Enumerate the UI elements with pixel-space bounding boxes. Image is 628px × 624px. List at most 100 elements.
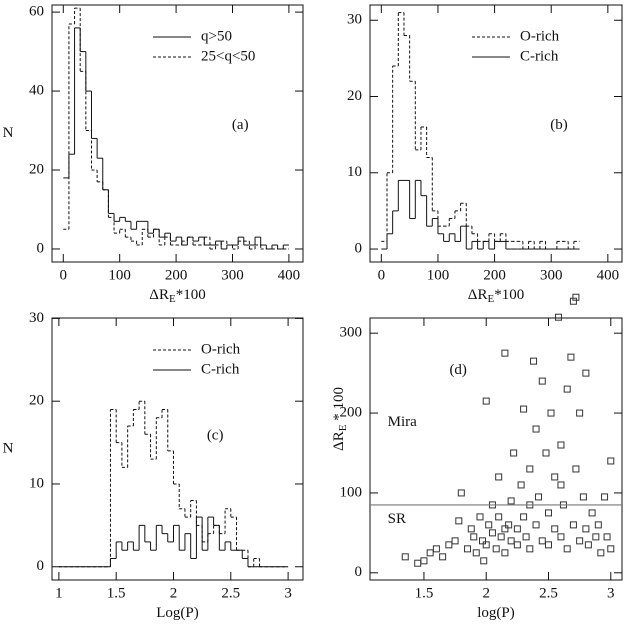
axis-label-part: *100 <box>176 287 206 303</box>
plot-frame <box>51 317 304 581</box>
scatter-point <box>547 409 555 417</box>
scatter-point <box>501 525 509 533</box>
x-tick-label: 0 <box>378 267 386 283</box>
x-tick-label: 400 <box>278 267 301 283</box>
panel-label: (c) <box>207 427 224 443</box>
x-tick-label: 3 <box>284 585 292 601</box>
y-tick-label: 20 <box>347 88 362 104</box>
scatter-point <box>520 405 528 413</box>
x-tick-label: 0 <box>60 267 68 283</box>
panel-label: (b) <box>550 117 568 133</box>
x-tick-label: 200 <box>483 267 506 283</box>
scatter-point <box>545 509 553 517</box>
y-tick-label: 10 <box>347 164 362 180</box>
x-tick-label: 300 <box>221 267 244 283</box>
plot-frame <box>51 4 304 263</box>
scatter-point <box>557 533 565 541</box>
axis-label-part: E <box>487 293 494 305</box>
legend-label: O-rich <box>520 28 560 44</box>
y-tick-label: 100 <box>340 484 363 500</box>
scatter-point <box>551 525 559 533</box>
scatter-point <box>485 521 493 529</box>
scatter-point <box>445 541 453 549</box>
y-tick-label: 0 <box>355 564 363 580</box>
y-tick-label: 30 <box>29 310 44 326</box>
scatter-point <box>588 509 596 517</box>
scatter-point <box>603 533 611 541</box>
scatter-point <box>480 557 488 565</box>
x-tick-label: 2 <box>482 585 490 601</box>
scatter-point <box>569 521 577 529</box>
scatter-point <box>482 541 490 549</box>
axis-label: ΔRE * 100 <box>331 387 348 451</box>
scatter-point <box>414 559 422 567</box>
annotation: SR <box>388 511 406 527</box>
scatter-point <box>554 313 562 321</box>
y-tick-label: 20 <box>29 393 44 409</box>
scatter-point <box>457 489 465 497</box>
axis-label: ΔRE*100 <box>149 287 205 304</box>
x-tick-label: 1.5 <box>415 585 434 601</box>
axis-label-part: E <box>337 424 349 431</box>
scatter-point <box>530 357 538 365</box>
scatter-point <box>582 369 590 377</box>
scatter-point <box>464 545 472 553</box>
scatter-point <box>501 349 509 357</box>
scatter-point <box>482 397 490 405</box>
scatter-point <box>569 297 577 305</box>
plot-frame <box>369 317 623 581</box>
scatter-point <box>597 549 605 557</box>
scatter-point <box>467 525 475 533</box>
legend-label: q>50 <box>201 28 232 44</box>
scatter-point <box>557 481 565 489</box>
axis-label-part: log(P) <box>477 605 515 621</box>
panel-label: (d) <box>449 362 467 378</box>
scatter-point <box>572 293 580 301</box>
x-tick-label: 2 <box>170 585 178 601</box>
scatter-point <box>567 353 575 361</box>
axis-label: N <box>3 440 14 456</box>
scatter-point <box>501 549 509 557</box>
scatter-point <box>607 545 615 553</box>
scatter-point <box>576 409 584 417</box>
annotation: Mira <box>388 414 418 430</box>
scatter-point <box>507 537 515 545</box>
y-tick-label: 0 <box>37 558 45 574</box>
y-tick-label: 10 <box>29 475 44 491</box>
scatter-point <box>545 541 553 549</box>
x-tick-label: 100 <box>108 267 131 283</box>
y-tick-label: 20 <box>29 161 44 177</box>
y-tick-label: 0 <box>355 240 363 256</box>
scatter-point <box>517 481 525 489</box>
scatter-point <box>522 533 530 541</box>
scatter-point <box>551 473 559 481</box>
axis-label-part: *100 <box>494 287 524 303</box>
scatter-point <box>451 537 459 545</box>
scatter-point <box>520 513 528 521</box>
axis-label-part: ΔR <box>331 431 347 451</box>
scatter-point <box>532 425 540 433</box>
scatter-point <box>495 473 503 481</box>
plot-frame <box>369 4 623 263</box>
scatter-point <box>492 545 500 553</box>
scatter-point <box>478 537 486 545</box>
scatter-point <box>576 537 584 545</box>
scatter-point <box>472 549 480 557</box>
axis-label: ΔRE*100 <box>468 287 524 304</box>
scatter-point <box>420 557 428 565</box>
axis-label: Log(P) <box>156 605 199 621</box>
y-tick-label: 0 <box>37 240 45 256</box>
scatter-point <box>439 553 447 561</box>
axis-label-part: ΔR <box>149 287 169 303</box>
scatter-point <box>594 521 602 529</box>
y-tick-label: 60 <box>29 4 44 20</box>
scatter-point <box>476 513 484 521</box>
axis-label-part: ΔR <box>468 287 488 303</box>
y-tick-label: 200 <box>340 404 363 420</box>
y-tick-label: 40 <box>29 82 44 98</box>
scatter-point <box>607 457 615 465</box>
scatter-point <box>584 541 592 549</box>
scatter-point <box>426 549 434 557</box>
x-tick-label: 2.5 <box>539 585 558 601</box>
